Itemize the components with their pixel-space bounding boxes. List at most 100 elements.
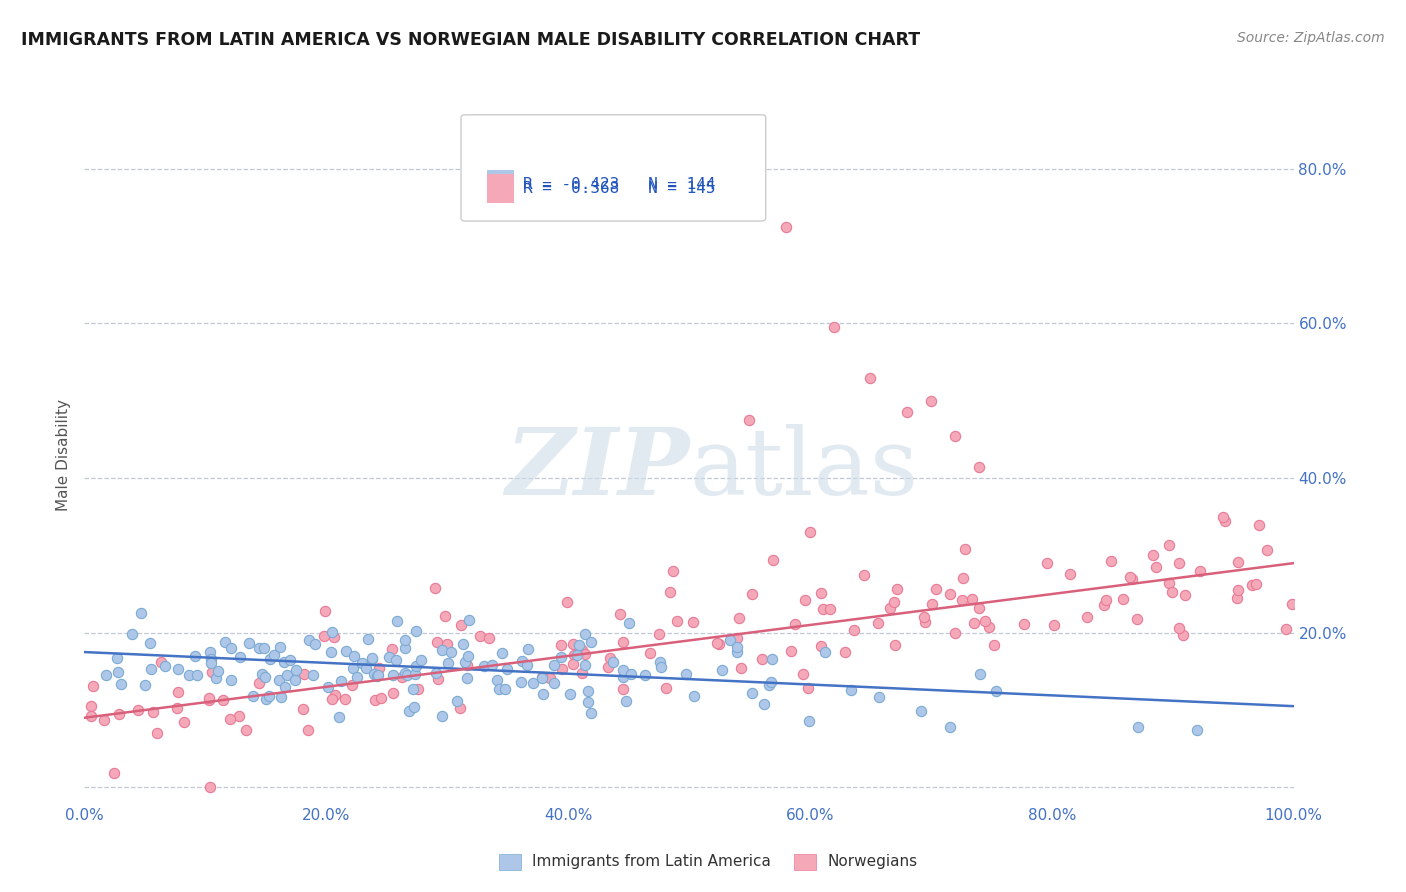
Point: [323, 688, 346, 702]
Point: [1112, 591, 1135, 606]
Point: [796, 681, 818, 696]
Point: [574, 647, 596, 661]
Point: [302, 667, 325, 681]
Point: [228, 709, 250, 723]
Point: [304, 637, 326, 651]
Point: [1247, 518, 1270, 533]
Point: [1171, 628, 1194, 642]
Point: [530, 671, 553, 685]
Point: [682, 690, 704, 704]
Point: [391, 669, 413, 683]
Point: [779, 644, 801, 658]
Point: [454, 655, 477, 669]
Point: [967, 459, 990, 474]
Point: [146, 726, 169, 740]
Y-axis label: Male Disability: Male Disability: [56, 399, 72, 511]
Point: [682, 615, 704, 629]
Point: [609, 607, 631, 621]
Point: [451, 637, 474, 651]
Point: [352, 656, 374, 670]
Point: [198, 780, 221, 795]
Point: [229, 649, 252, 664]
Point: [173, 715, 195, 730]
Point: [278, 653, 301, 667]
Point: [543, 657, 565, 672]
Point: [510, 675, 533, 690]
Point: [1119, 570, 1142, 584]
Point: [738, 413, 761, 427]
Point: [284, 673, 307, 687]
Point: [221, 673, 243, 687]
Point: [1281, 597, 1303, 611]
Point: [335, 644, 357, 658]
Point: [886, 582, 908, 597]
Point: [612, 681, 634, 696]
Point: [167, 684, 190, 698]
Point: [433, 609, 456, 624]
Point: [167, 662, 190, 676]
Point: [655, 681, 678, 695]
Point: [214, 635, 236, 649]
Point: [510, 654, 533, 668]
Point: [1246, 577, 1268, 591]
Point: [727, 611, 749, 625]
Point: [406, 681, 429, 696]
Point: [1274, 622, 1296, 636]
Point: [177, 668, 200, 682]
Point: [531, 670, 554, 684]
Text: atlas: atlas: [689, 424, 918, 514]
Point: [186, 668, 208, 682]
Point: [706, 636, 728, 650]
Point: [561, 637, 583, 651]
Point: [925, 582, 948, 596]
Point: [333, 691, 356, 706]
Point: [967, 601, 990, 615]
Point: [516, 657, 538, 672]
Point: [1212, 509, 1234, 524]
Point: [571, 643, 593, 657]
Point: [426, 672, 449, 686]
Point: [468, 629, 491, 643]
Point: [491, 646, 513, 660]
Point: [823, 320, 845, 334]
Point: [612, 663, 634, 677]
Point: [820, 602, 842, 616]
Point: [983, 638, 1005, 652]
Point: [449, 700, 471, 714]
Point: [725, 640, 748, 654]
Point: [761, 652, 783, 666]
Point: [799, 525, 821, 540]
Point: [457, 648, 479, 663]
Point: [458, 613, 481, 627]
Point: [1076, 610, 1098, 624]
Point: [367, 661, 389, 675]
Point: [522, 676, 544, 690]
Point: [235, 723, 257, 737]
Point: [204, 671, 226, 685]
Point: [363, 667, 385, 681]
Point: [558, 687, 581, 701]
Point: [955, 541, 977, 556]
Point: [472, 659, 495, 673]
Point: [579, 635, 602, 649]
Point: [436, 637, 458, 651]
Point: [866, 615, 889, 630]
Point: [914, 615, 936, 629]
Text: Norwegians: Norwegians: [827, 855, 918, 869]
Point: [574, 627, 596, 641]
Point: [139, 662, 162, 676]
Point: [396, 668, 419, 682]
Point: [394, 633, 416, 648]
Point: [166, 701, 188, 715]
Point: [517, 642, 540, 657]
Point: [481, 657, 503, 672]
Point: [842, 623, 865, 637]
Point: [730, 661, 752, 675]
Point: [381, 686, 404, 700]
Point: [79, 699, 101, 714]
Point: [198, 690, 221, 705]
Point: [1043, 618, 1066, 632]
Point: [810, 640, 832, 654]
Point: [576, 694, 599, 708]
Point: [1226, 591, 1249, 606]
